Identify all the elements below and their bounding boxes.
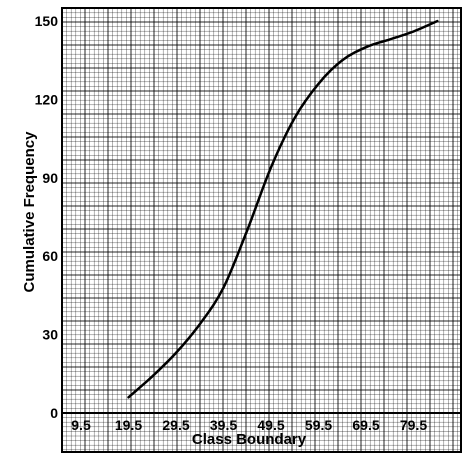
x-tick-label: 9.5 <box>71 417 91 433</box>
x-axis-label: Class Boundary <box>192 431 307 448</box>
x-tick-label: 29.5 <box>162 417 189 433</box>
x-tick-label: 39.5 <box>210 417 237 433</box>
x-tick-labels: 9.5 19.5 29.5 39.5 49.5 59.5 69.5 79.5 <box>71 417 427 433</box>
y-tick-label: 30 <box>42 327 58 343</box>
y-axis-label: Cumulative Frequency <box>21 131 38 293</box>
y-tick-label: 90 <box>42 170 58 186</box>
y-tick-label: 0 <box>50 405 58 421</box>
x-tick-label: 59.5 <box>305 417 332 433</box>
y-tick-labels: 0 30 60 90 120 150 <box>35 13 59 421</box>
x-tick-label: 49.5 <box>257 417 284 433</box>
series-layer <box>127 19 439 399</box>
x-tick-label: 69.5 <box>352 417 379 433</box>
x-tick-label: 79.5 <box>400 417 427 433</box>
ogive-curve <box>127 19 439 399</box>
minor-grid <box>62 7 461 452</box>
x-tick-label: 19.5 <box>115 417 142 433</box>
y-tick-label: 150 <box>35 13 59 29</box>
y-tick-label: 120 <box>35 91 59 107</box>
y-tick-label: 60 <box>42 248 58 264</box>
